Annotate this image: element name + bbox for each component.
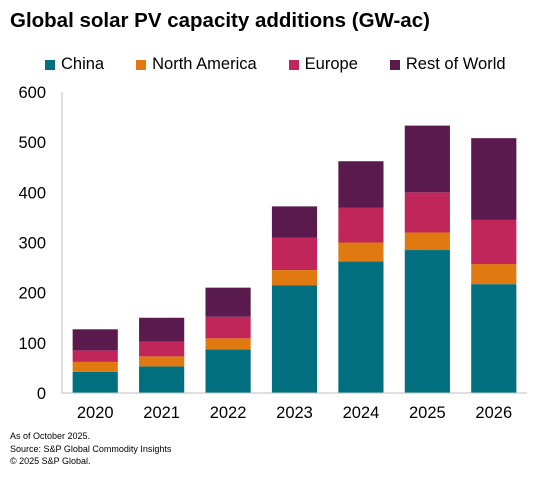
legend: China North America Europe Rest of World xyxy=(45,55,538,74)
legend-label-china: China xyxy=(61,55,105,73)
y-tick-label: 400 xyxy=(18,184,46,202)
bar-segment-europe xyxy=(338,207,384,243)
note-copyright: © 2025 S&P Global. xyxy=(10,456,91,466)
x-tick-label: 2024 xyxy=(343,404,380,422)
y-tick-label: 300 xyxy=(18,235,46,253)
note-source: Source: S&P Global Commodity Insights xyxy=(10,443,172,454)
bar-segment-rest-of-world xyxy=(404,125,450,193)
bar-segment-north-america xyxy=(205,338,251,350)
legend-item-north-america: North America xyxy=(136,55,257,74)
y-tick-label: 500 xyxy=(18,134,46,152)
bar-segment-rest-of-world xyxy=(205,287,251,317)
bar-segment-north-america xyxy=(404,232,450,251)
x-tick-label: 2020 xyxy=(77,404,114,422)
x-tick-label: 2021 xyxy=(143,404,180,422)
bar-segment-china xyxy=(471,284,517,393)
bar-segment-europe xyxy=(471,219,517,265)
bar-segment-china xyxy=(271,285,318,393)
legend-item-europe: Europe xyxy=(288,55,358,74)
legend-item-china: China xyxy=(45,55,104,74)
bar-segment-china xyxy=(338,261,384,393)
bar-segment-europe xyxy=(72,350,118,362)
bar-segment-rest-of-world xyxy=(471,138,517,220)
bar-segment-north-america xyxy=(338,242,384,262)
bar-segment-rest-of-world xyxy=(338,161,384,208)
bar-segment-europe xyxy=(404,192,450,233)
legend-label-rest-of-world: Rest of World xyxy=(405,55,506,73)
bar-segment-china xyxy=(72,371,118,393)
x-tick-label: 2025 xyxy=(409,404,446,422)
bar-segment-north-america xyxy=(72,361,118,372)
chart-notes: As of October 2025. Source: S&P Global C… xyxy=(10,430,171,468)
legend-swatch-china xyxy=(45,59,55,70)
bar-segment-rest-of-world xyxy=(271,206,318,238)
bar-segment-europe xyxy=(271,237,318,271)
legend-swatch-rest-of-world xyxy=(389,59,400,70)
bar-segment-north-america xyxy=(471,264,517,285)
bar-segment-rest-of-world xyxy=(72,329,118,351)
bar-segment-china xyxy=(139,366,185,393)
bar-segment-europe xyxy=(139,341,185,357)
y-tick-label: 0 xyxy=(37,385,46,403)
x-tick-label: 2022 xyxy=(210,404,247,422)
bar-segment-china xyxy=(404,250,450,393)
x-tick-label: 2023 xyxy=(276,404,313,422)
legend-label-north-america: North America xyxy=(152,55,257,73)
bar-segment-north-america xyxy=(271,270,318,286)
x-tick-label: 2026 xyxy=(475,404,512,422)
y-tick-label: 600 xyxy=(18,84,46,102)
y-tick-label: 200 xyxy=(18,285,46,303)
bar-segment-rest-of-world xyxy=(139,317,185,342)
bar-segment-europe xyxy=(205,316,251,339)
bar-segment-north-america xyxy=(139,356,185,367)
legend-label-europe: Europe xyxy=(304,55,358,73)
chart-title: Global solar PV capacity additions (GW-a… xyxy=(10,9,430,32)
bar-segment-china xyxy=(205,349,251,393)
note-date: As of October 2025. xyxy=(10,431,91,441)
legend-swatch-north-america xyxy=(136,59,147,70)
legend-swatch-europe xyxy=(288,59,299,70)
legend-item-rest-of-world: Rest of World xyxy=(389,55,506,74)
y-tick-label: 100 xyxy=(18,335,46,353)
